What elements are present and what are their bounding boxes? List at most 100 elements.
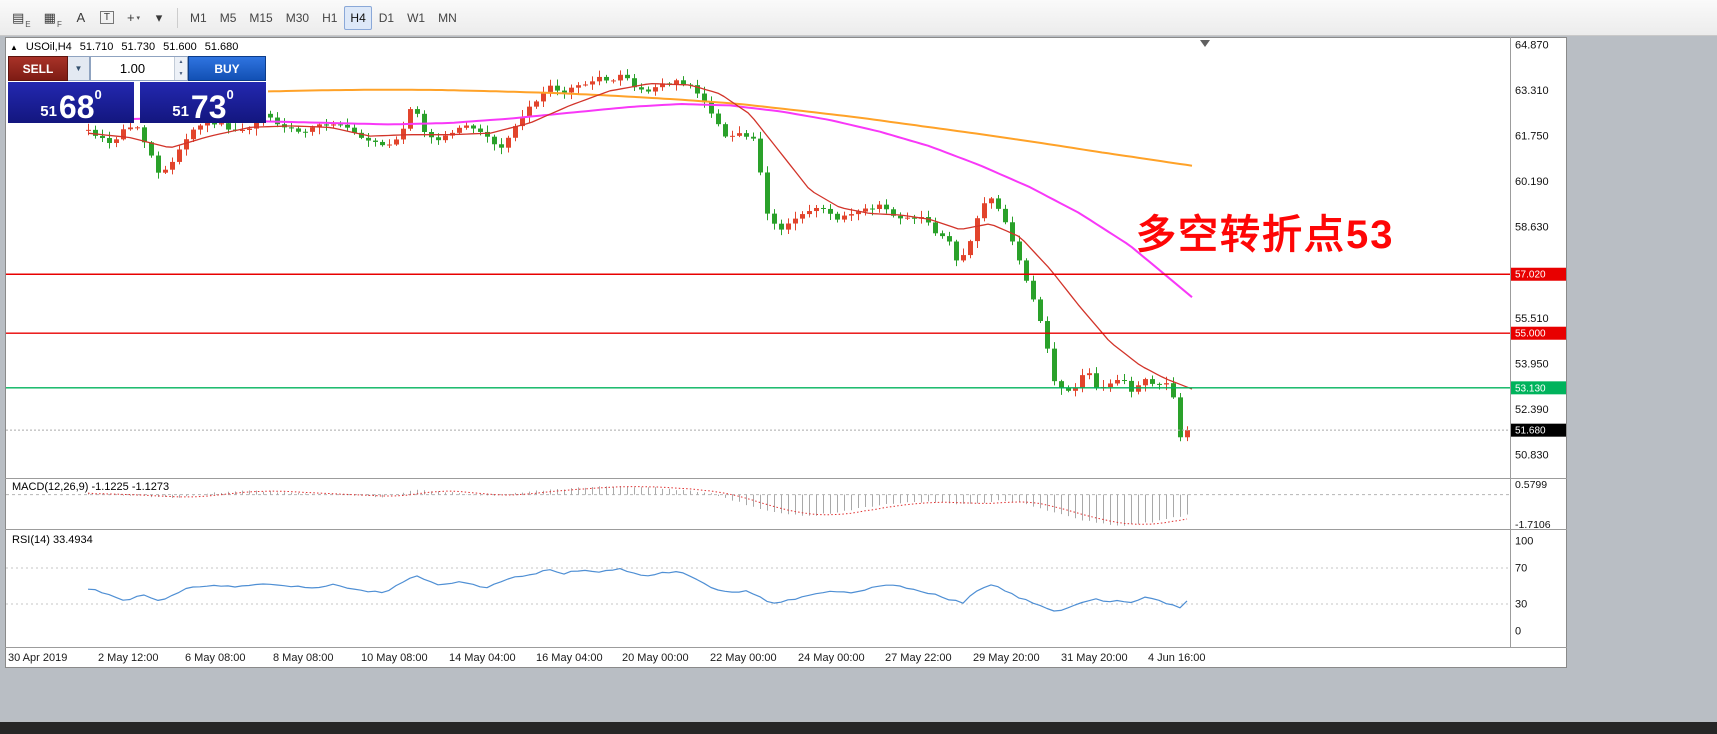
time-axis-label: 30 Apr 2019 — [8, 652, 67, 664]
ma-fast-line — [87, 82, 1193, 390]
tools-dropdown-icon-glyph: ▾ — [155, 10, 163, 25]
macd-label: MACD(12,26,9) -1.1225 -1.1273 — [12, 481, 170, 493]
rsi-axis-label: 100 — [1515, 536, 1533, 548]
ohlc-open: 51.710 — [79, 41, 114, 53]
symbol-info: ▲ USOil,H4 51.710 51.730 51.600 51.680 — [10, 41, 238, 53]
timeframe-button-W1[interactable]: W1 — [401, 6, 431, 30]
volume-dropdown-button[interactable]: ▼ — [68, 56, 90, 81]
chart-candlesticks-icon-sub: E — [25, 19, 31, 29]
crosshair-icon-caret: ▾ — [136, 14, 141, 22]
buy-price-panel[interactable]: 51 73 0 — [140, 82, 266, 123]
price-axis-label: 53.950 — [1515, 358, 1549, 370]
buy-price-pip: 0 — [226, 87, 234, 102]
sell-price-int: 51 — [40, 102, 57, 120]
volume-decrease-button[interactable]: ▼ — [175, 68, 187, 80]
chart-candlesticks-icon-glyph: ▤ — [12, 10, 25, 25]
price-line-badge-55.000-label: 55.000 — [1515, 329, 1546, 340]
buy-price-main: 73 — [190, 88, 227, 125]
chart-annotation-text: 多空转折点53 — [1136, 213, 1395, 257]
current-price-badge — [1511, 423, 1566, 437]
symbol-name: USOil,H4 — [25, 41, 72, 53]
timeframe-button-M1[interactable]: M1 — [184, 6, 213, 30]
price-axis-label: 52.390 — [1515, 404, 1549, 416]
chart-shift-marker-icon — [1200, 40, 1210, 47]
price-line-badge-57.020 — [1511, 267, 1566, 281]
rsi-axis-label: 30 — [1515, 599, 1527, 611]
price-axis-label: 50.830 — [1515, 450, 1549, 462]
time-axis-label: 4 Jun 16:00 — [1148, 652, 1206, 664]
timeframe-button-H4[interactable]: H4 — [344, 5, 372, 30]
chart-candlesticks-icon[interactable]: ▤ E — [6, 6, 37, 30]
timeframe-button-M5[interactable]: M5 — [214, 6, 243, 30]
time-axis-label: 16 May 04:00 — [536, 652, 603, 664]
buy-price-int: 51 — [172, 102, 189, 120]
ohlc-close: 51.680 — [204, 41, 239, 53]
price-line-badge-53.130-label: 53.130 — [1515, 383, 1546, 394]
volume-spinner: ▲ ▼ — [174, 57, 187, 80]
indicator-grid-icon-glyph: ▦ — [43, 10, 56, 25]
price-axis-label: 60.190 — [1515, 176, 1549, 188]
price-axis-label: 58.630 — [1515, 222, 1549, 234]
time-axis-label: 6 May 08:00 — [185, 652, 246, 664]
price-axis-label: 55.510 — [1515, 313, 1549, 325]
rsi-axis-label: 0 — [1515, 626, 1521, 638]
price-line-badge-55.000 — [1511, 326, 1566, 340]
ohlc-low: 51.600 — [163, 41, 197, 53]
symbol-expand-icon[interactable]: ▲ — [10, 42, 18, 52]
one-click-prices-row: 51 68 0 51 73 0 — [8, 82, 266, 123]
font-label-icon-glyph: A — [76, 10, 86, 25]
macd-max-label: 0.5799 — [1515, 479, 1547, 491]
time-axis-label: 10 May 08:00 — [361, 652, 428, 664]
sell-price-main: 68 — [58, 88, 95, 125]
crosshair-icon[interactable]: + ▾ — [121, 6, 146, 30]
rsi-label: RSI(14) 33.4934 — [12, 534, 93, 546]
text-box-icon-glyph: T — [99, 11, 114, 24]
time-axis-label: 20 May 00:00 — [622, 652, 689, 664]
ma-slow-line — [267, 88, 1193, 167]
macd-min-label: -1.7106 — [1515, 519, 1551, 531]
time-axis-label: 29 May 20:00 — [973, 652, 1040, 664]
bottom-strip — [0, 722, 1717, 734]
text-box-icon[interactable]: T — [94, 6, 120, 30]
current-price-badge-label: 51.680 — [1515, 426, 1546, 437]
sell-button[interactable]: SELL — [8, 56, 68, 81]
chart-frame — [5, 37, 1567, 668]
price-axis-label: 64.870 — [1515, 40, 1549, 52]
font-label-icon[interactable]: A — [69, 6, 93, 30]
timeframe-button-H1[interactable]: H1 — [316, 6, 343, 30]
time-axis-label: 14 May 04:00 — [449, 652, 516, 664]
time-axis-label: 24 May 00:00 — [798, 652, 865, 664]
tools-dropdown-icon[interactable]: ▾ — [147, 6, 171, 30]
time-axis-label: 2 May 12:00 — [98, 652, 159, 664]
time-axis-label: 8 May 08:00 — [273, 652, 334, 664]
timeframe-button-MN[interactable]: MN — [432, 6, 463, 30]
ohlc-high: 51.730 — [121, 41, 156, 53]
time-axis-label: 31 May 20:00 — [1061, 652, 1128, 664]
macd-histogram — [88, 486, 1188, 526]
price-axis-label: 63.310 — [1515, 85, 1549, 97]
timeframe-button-M15[interactable]: M15 — [243, 6, 278, 30]
ma-mid-line — [87, 103, 1193, 298]
one-click-trading-widget: SELL ▼ ▲ ▼ BUY 51 68 0 51 73 0 — [8, 56, 266, 123]
crosshair-icon-glyph: + — [126, 10, 135, 25]
timeframe-buttons-group: M1 M5 M15 M30 H1 H4 D1 W1 MN — [184, 5, 463, 30]
rsi-axis-label: 70 — [1515, 563, 1527, 575]
timeframe-button-D1[interactable]: D1 — [373, 6, 400, 30]
sell-price-panel[interactable]: 51 68 0 — [8, 82, 134, 123]
indicator-grid-icon[interactable]: ▦ F — [38, 6, 68, 30]
price-axis-label: 61.750 — [1515, 131, 1549, 143]
time-axis-label: 27 May 22:00 — [885, 652, 952, 664]
one-click-controls-row: SELL ▼ ▲ ▼ BUY — [8, 56, 266, 81]
volume-increase-button[interactable]: ▲ — [175, 57, 187, 69]
time-axis-label: 22 May 00:00 — [710, 652, 777, 664]
toolbar-separator — [177, 7, 179, 28]
price-line-badge-53.130 — [1511, 381, 1566, 395]
volume-input[interactable] — [91, 57, 187, 80]
buy-button[interactable]: BUY — [188, 56, 266, 81]
rsi-line — [87, 567, 1188, 612]
timeframe-button-M30[interactable]: M30 — [280, 6, 315, 30]
price-line-badge-57.020-label: 57.020 — [1515, 270, 1546, 281]
indicator-grid-icon-sub: F — [56, 19, 62, 29]
volume-field: ▲ ▼ — [90, 56, 188, 81]
